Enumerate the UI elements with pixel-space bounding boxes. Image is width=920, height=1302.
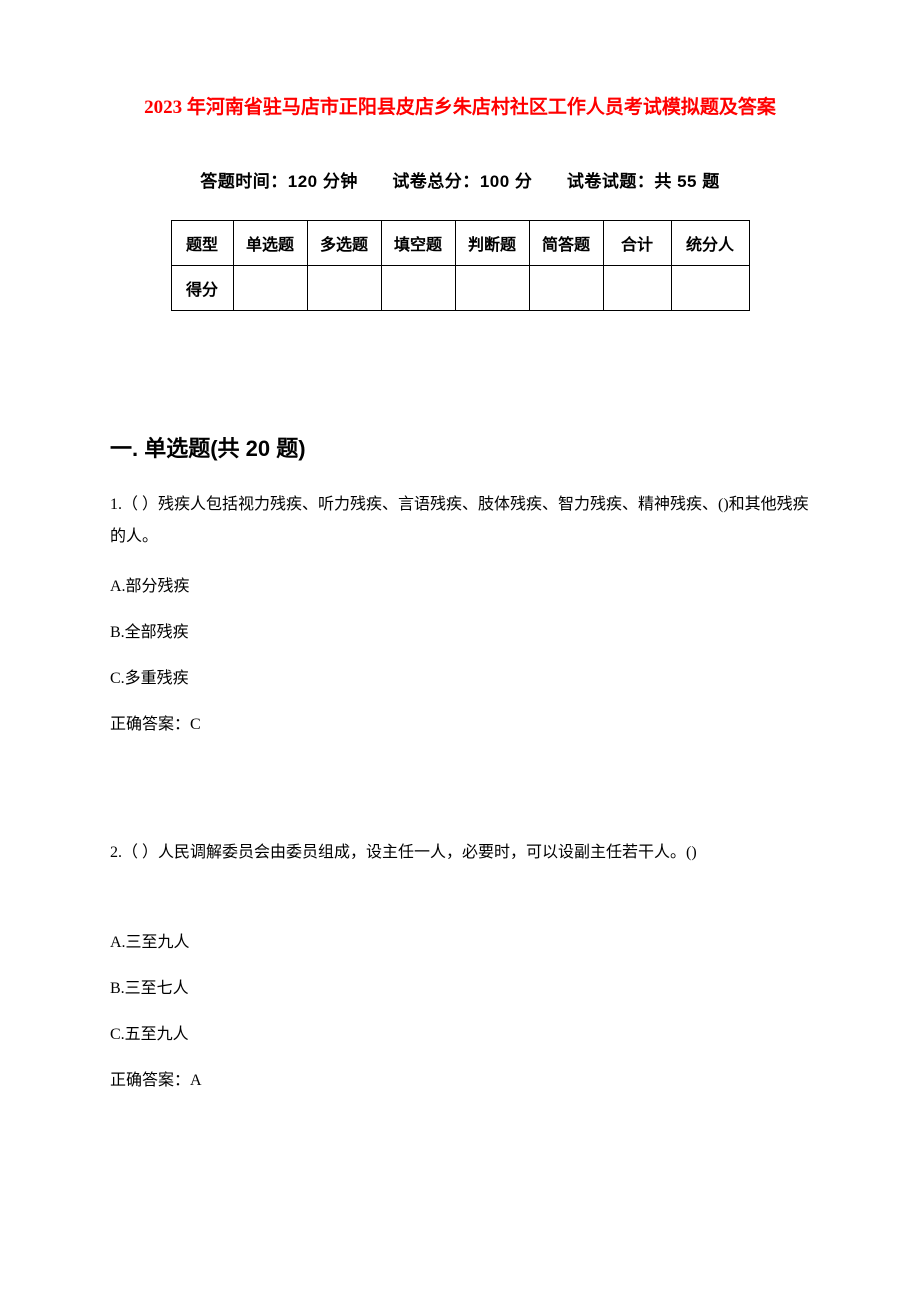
col-header: 填空题 bbox=[381, 221, 455, 266]
score-cell bbox=[381, 266, 455, 311]
col-header: 判断题 bbox=[455, 221, 529, 266]
question-text: 2.（ ）人民调解委员会由委员组成，设主任一人，必要时，可以设副主任若干人。() bbox=[110, 837, 810, 869]
count-label: 试卷试题： bbox=[567, 172, 655, 191]
answer: 正确答案：A bbox=[110, 1065, 810, 1097]
col-header: 多选题 bbox=[307, 221, 381, 266]
total-value: 100 分 bbox=[480, 172, 533, 191]
total-label: 试卷总分： bbox=[392, 172, 480, 191]
score-cell bbox=[671, 266, 749, 311]
count-value: 共 55 题 bbox=[654, 172, 719, 191]
table-row: 题型 单选题 多选题 填空题 判断题 简答题 合计 统分人 bbox=[171, 221, 749, 266]
col-header: 合计 bbox=[603, 221, 671, 266]
score-cell bbox=[307, 266, 381, 311]
spacer bbox=[110, 887, 810, 927]
option-a: A.部分残疾 bbox=[110, 571, 810, 603]
row-label-type: 题型 bbox=[171, 221, 233, 266]
time-value: 120 分钟 bbox=[288, 172, 358, 191]
score-cell bbox=[529, 266, 603, 311]
score-table: 题型 单选题 多选题 填空题 判断题 简答题 合计 统分人 得分 bbox=[171, 220, 750, 311]
col-header: 统分人 bbox=[671, 221, 749, 266]
option-a: A.三至九人 bbox=[110, 927, 810, 959]
page: 2023 年河南省驻马店市正阳县皮店乡朱店村社区工作人员考试模拟题及答案 答题时… bbox=[0, 0, 920, 1302]
col-header: 简答题 bbox=[529, 221, 603, 266]
time-label: 答题时间： bbox=[200, 172, 288, 191]
score-cell bbox=[233, 266, 307, 311]
col-header: 单选题 bbox=[233, 221, 307, 266]
answer: 正确答案：C bbox=[110, 709, 810, 741]
score-cell bbox=[455, 266, 529, 311]
option-b: B.全部残疾 bbox=[110, 617, 810, 649]
option-c: C.多重残疾 bbox=[110, 663, 810, 695]
question-text: 1.（ ）残疾人包括视力残疾、听力残疾、言语残疾、肢体残疾、智力残疾、精神残疾、… bbox=[110, 489, 810, 553]
option-b: B.三至七人 bbox=[110, 973, 810, 1005]
section-heading: 一. 单选题(共 20 题) bbox=[110, 431, 810, 463]
table-row: 得分 bbox=[171, 266, 749, 311]
question-1: 1.（ ）残疾人包括视力残疾、听力残疾、言语残疾、肢体残疾、智力残疾、精神残疾、… bbox=[110, 489, 810, 741]
exam-meta-line: 答题时间：120 分钟 试卷总分：100 分 试卷试题：共 55 题 bbox=[110, 167, 810, 192]
row-label-score: 得分 bbox=[171, 266, 233, 311]
question-2: 2.（ ）人民调解委员会由委员组成，设主任一人，必要时，可以设副主任若干人。()… bbox=[110, 837, 810, 1097]
score-cell bbox=[603, 266, 671, 311]
spacer bbox=[110, 767, 810, 837]
document-title: 2023 年河南省驻马店市正阳县皮店乡朱店村社区工作人员考试模拟题及答案 bbox=[110, 92, 810, 119]
option-c: C.五至九人 bbox=[110, 1019, 810, 1051]
